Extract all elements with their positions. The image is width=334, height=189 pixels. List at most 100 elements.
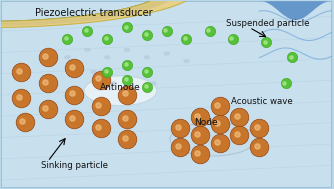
Point: [98, 104, 103, 107]
Point: [290, 56, 295, 59]
Point: [177, 145, 183, 148]
Polygon shape: [0, 0, 200, 28]
Circle shape: [43, 82, 55, 88]
Point: [206, 29, 211, 32]
Circle shape: [20, 121, 32, 128]
Point: [65, 37, 70, 40]
Text: Suspended particle: Suspended particle: [226, 19, 310, 28]
Point: [207, 30, 212, 33]
Point: [217, 123, 222, 126]
Point: [214, 140, 220, 143]
Polygon shape: [0, 0, 176, 26]
Point: [143, 70, 148, 73]
Circle shape: [164, 52, 169, 55]
Circle shape: [230, 38, 237, 42]
Point: [45, 82, 50, 85]
Point: [45, 108, 50, 111]
Circle shape: [70, 67, 82, 74]
Point: [122, 92, 127, 95]
Point: [214, 122, 220, 125]
Point: [143, 33, 148, 36]
Point: [96, 125, 101, 128]
Point: [197, 134, 202, 137]
Text: Node: Node: [194, 118, 218, 127]
Circle shape: [144, 56, 150, 59]
Point: [22, 121, 27, 124]
Point: [254, 144, 260, 147]
Point: [43, 107, 48, 110]
Point: [283, 82, 288, 85]
Circle shape: [235, 115, 247, 122]
Point: [237, 115, 242, 118]
Circle shape: [70, 117, 82, 124]
Circle shape: [145, 34, 151, 38]
Circle shape: [290, 57, 297, 60]
Circle shape: [151, 82, 156, 85]
Point: [263, 41, 269, 44]
Circle shape: [65, 38, 72, 42]
Point: [197, 115, 202, 118]
Point: [288, 55, 294, 58]
Circle shape: [255, 126, 267, 133]
Point: [16, 96, 22, 99]
Point: [98, 126, 103, 129]
Point: [63, 36, 69, 39]
Point: [123, 62, 128, 65]
Circle shape: [176, 126, 187, 133]
Circle shape: [235, 134, 247, 141]
Point: [71, 67, 77, 70]
Point: [103, 70, 109, 73]
Circle shape: [184, 60, 189, 63]
Point: [16, 70, 22, 73]
Point: [19, 71, 24, 74]
Point: [123, 77, 128, 80]
Circle shape: [195, 134, 207, 141]
Point: [124, 117, 130, 120]
Point: [230, 37, 235, 40]
Circle shape: [91, 71, 97, 74]
Circle shape: [207, 31, 214, 34]
Circle shape: [17, 97, 29, 103]
Circle shape: [70, 93, 82, 100]
Circle shape: [215, 123, 227, 129]
Point: [124, 93, 130, 96]
Text: Acoustic wave: Acoustic wave: [230, 98, 292, 106]
Circle shape: [85, 31, 92, 34]
Point: [122, 116, 127, 119]
Circle shape: [43, 56, 55, 63]
Point: [71, 93, 77, 96]
Circle shape: [17, 71, 29, 77]
Point: [103, 36, 109, 39]
Ellipse shape: [84, 76, 157, 106]
Point: [163, 29, 168, 32]
Point: [98, 78, 103, 81]
Point: [69, 116, 74, 119]
Circle shape: [264, 42, 270, 46]
Circle shape: [96, 104, 108, 111]
Ellipse shape: [170, 122, 256, 156]
Circle shape: [123, 138, 135, 144]
Point: [43, 55, 48, 58]
Point: [195, 133, 200, 136]
Point: [124, 26, 130, 29]
Circle shape: [255, 145, 267, 152]
Point: [177, 126, 183, 129]
Circle shape: [96, 126, 108, 133]
Point: [175, 125, 180, 128]
Point: [69, 92, 74, 95]
Point: [262, 40, 267, 43]
Point: [182, 36, 188, 39]
Point: [234, 133, 240, 136]
Circle shape: [195, 153, 207, 159]
Circle shape: [125, 64, 131, 68]
Circle shape: [125, 79, 131, 83]
Circle shape: [85, 48, 90, 51]
Point: [144, 71, 150, 74]
Point: [257, 145, 262, 148]
Circle shape: [123, 93, 135, 100]
Text: Sinking particle: Sinking particle: [41, 161, 108, 170]
Point: [124, 78, 130, 81]
Point: [96, 77, 101, 80]
Point: [105, 71, 110, 74]
Point: [217, 141, 222, 144]
